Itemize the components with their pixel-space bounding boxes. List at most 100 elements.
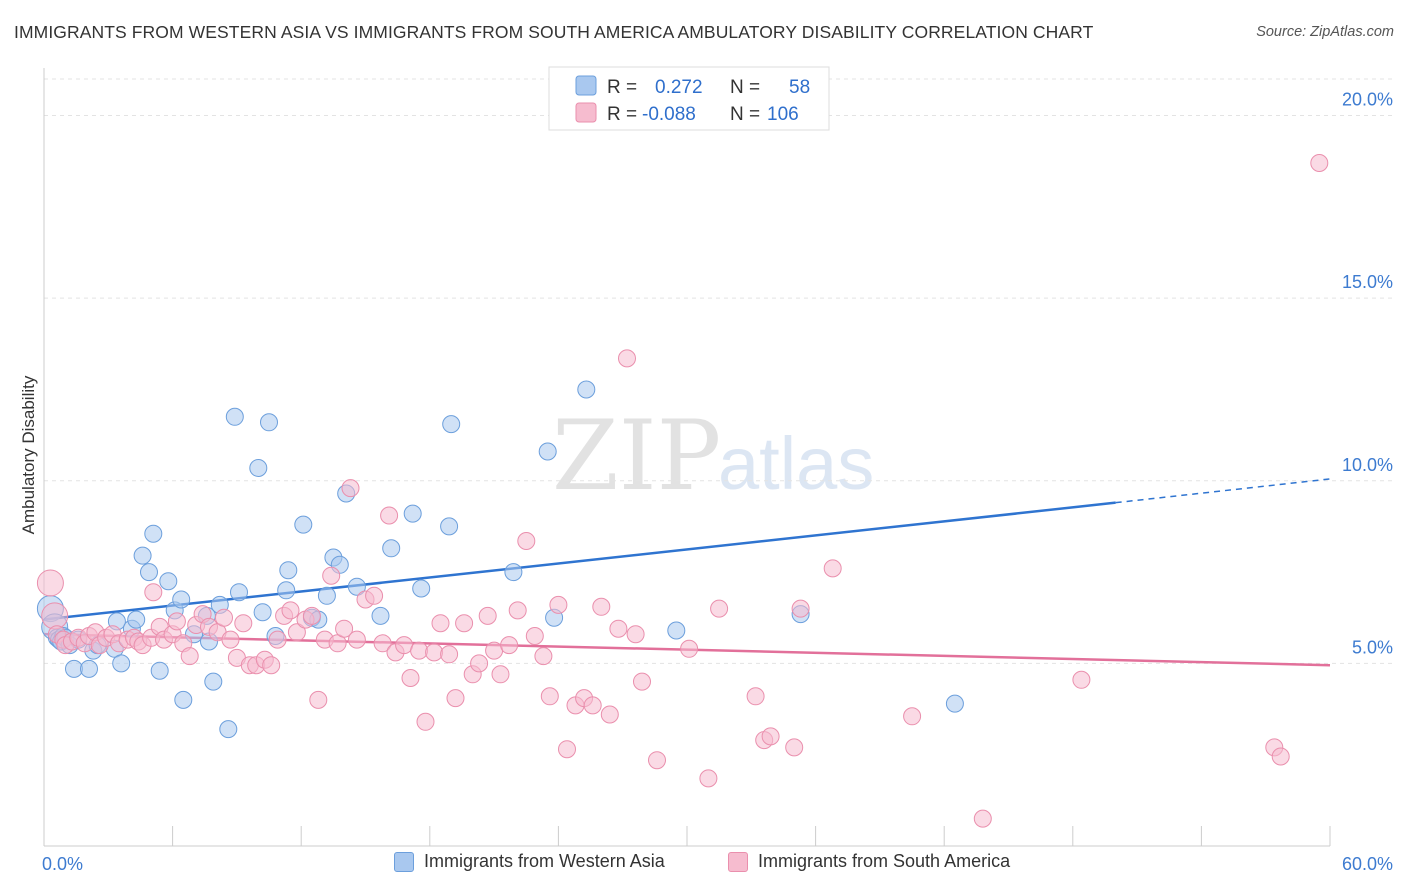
legend-swatch-pink: [728, 851, 748, 872]
legend-item-south-america[interactable]: Immigrants from South America: [728, 851, 1010, 872]
stats-legend: R = 0.272 N = 58 R = -0.088 N = 106: [548, 66, 830, 131]
south-america-point: [973, 809, 992, 828]
legend-r-label-1: R =: [607, 77, 637, 98]
y-axis-label: Ambulatory Disability: [19, 375, 38, 534]
south-america-point: [1271, 747, 1290, 766]
legend-item-western-asia[interactable]: Immigrants from Western Asia: [394, 851, 665, 872]
south-america-point: [517, 532, 536, 550]
western-asia-point: [127, 610, 146, 629]
south-america-point: [234, 614, 253, 633]
south-america-point: [600, 705, 619, 724]
western-asia-point: [112, 654, 131, 673]
south-america-point: [508, 601, 527, 620]
south-america-point: [633, 672, 651, 691]
south-america-point: [592, 597, 611, 616]
south-america-point: [268, 630, 287, 649]
western-asia-point: [172, 590, 191, 609]
western-asia-point: [347, 577, 366, 596]
south-america-point: [395, 636, 414, 655]
legend-swatch-blue: [394, 851, 414, 872]
western-asia-point: [371, 606, 390, 625]
western-asia-point: [159, 572, 178, 591]
x-tick-label-max: 60.0%: [1342, 854, 1393, 874]
western-asia-point: [412, 579, 431, 598]
south-america-point: [167, 612, 186, 631]
south-america-point: [309, 690, 328, 709]
south-america-point: [710, 599, 729, 618]
south-america-point: [322, 566, 341, 585]
south-america-point: [401, 669, 420, 687]
western-asia-point: [577, 380, 596, 399]
legend-n-label-2: N =: [730, 104, 760, 125]
watermark: ZIP atlas: [552, 400, 874, 512]
south-america-point: [699, 769, 718, 788]
legend-n-value-2: 106: [767, 104, 799, 125]
south-america-point: [680, 639, 699, 658]
western-asia-point: [667, 621, 686, 640]
south-america-point: [416, 712, 435, 731]
watermark-zip: ZIP: [552, 400, 721, 512]
south-america-point: [281, 601, 300, 620]
south-america-point: [785, 738, 804, 757]
south-america-point: [626, 625, 645, 644]
western-asia-point: [538, 442, 557, 461]
western-asia-point: [133, 546, 152, 565]
south-america-point: [791, 599, 810, 618]
south-america-point: [648, 751, 666, 770]
south-america-point: [347, 630, 366, 649]
source-label: Source: ZipAtlas.com: [1256, 24, 1394, 40]
y-tick-label: 20.0%: [1342, 90, 1393, 110]
south-america-point: [302, 606, 321, 625]
western-asia-point: [219, 720, 238, 739]
south-america-point: [446, 689, 465, 708]
watermark-atlas: atlas: [718, 422, 874, 505]
western-asia-point: [144, 524, 163, 543]
legend-swatch-south-america: [575, 102, 597, 123]
south-america-point: [470, 654, 489, 673]
south-america-point: [410, 641, 429, 660]
south-america-point: [500, 636, 519, 655]
chart-title: IMMIGRANTS FROM WESTERN ASIA VS IMMIGRAN…: [14, 22, 1094, 42]
south-america-point: [373, 634, 392, 653]
south-america-point: [583, 696, 602, 715]
x-tick-label-min: 0.0%: [42, 854, 83, 874]
western-asia-point: [504, 563, 523, 582]
y-tick-label: 5.0%: [1352, 637, 1393, 657]
legend-r-label-2: R =: [607, 104, 637, 125]
south-america-point: [534, 647, 553, 666]
y-tick-label: 15.0%: [1342, 272, 1393, 292]
south-america-point: [425, 643, 444, 662]
south-america-point: [262, 656, 281, 675]
south-america-point: [618, 349, 636, 368]
western-asia-point: [382, 539, 401, 558]
legend-swatch-western-asia: [575, 75, 597, 96]
western-asia-point: [440, 517, 459, 536]
western-asia-point: [260, 413, 278, 432]
y-tick-labels: 5.0% 10.0% 15.0% 20.0%: [1342, 90, 1393, 658]
western-asia-point: [277, 581, 296, 600]
western-asia-point: [204, 672, 223, 691]
x-tick-labels: 0.0% 60.0%: [42, 854, 1393, 874]
south-america-point: [485, 641, 504, 660]
south-america-point: [455, 614, 474, 633]
western-asia-point: [403, 504, 422, 523]
western-asia-point: [80, 659, 98, 678]
south-america-point: [746, 687, 765, 706]
south-america-point: [478, 606, 497, 625]
western-asia-point: [279, 561, 298, 580]
south-america-point: [341, 479, 360, 498]
western-asia-point: [230, 583, 248, 602]
south-america-point: [540, 687, 559, 706]
south-america-point: [1310, 154, 1329, 172]
western-asia-point: [225, 407, 244, 426]
legend-n-value-1: 58: [789, 77, 810, 98]
south-america-point: [609, 619, 628, 638]
south-america-point: [823, 559, 842, 578]
south-america-point: [431, 614, 450, 633]
series-south-america-points: [36, 154, 1329, 828]
western-asia-point: [140, 563, 158, 582]
south-america-point: [41, 602, 69, 630]
western-asia-point: [249, 459, 268, 477]
south-america-point: [1072, 670, 1091, 689]
